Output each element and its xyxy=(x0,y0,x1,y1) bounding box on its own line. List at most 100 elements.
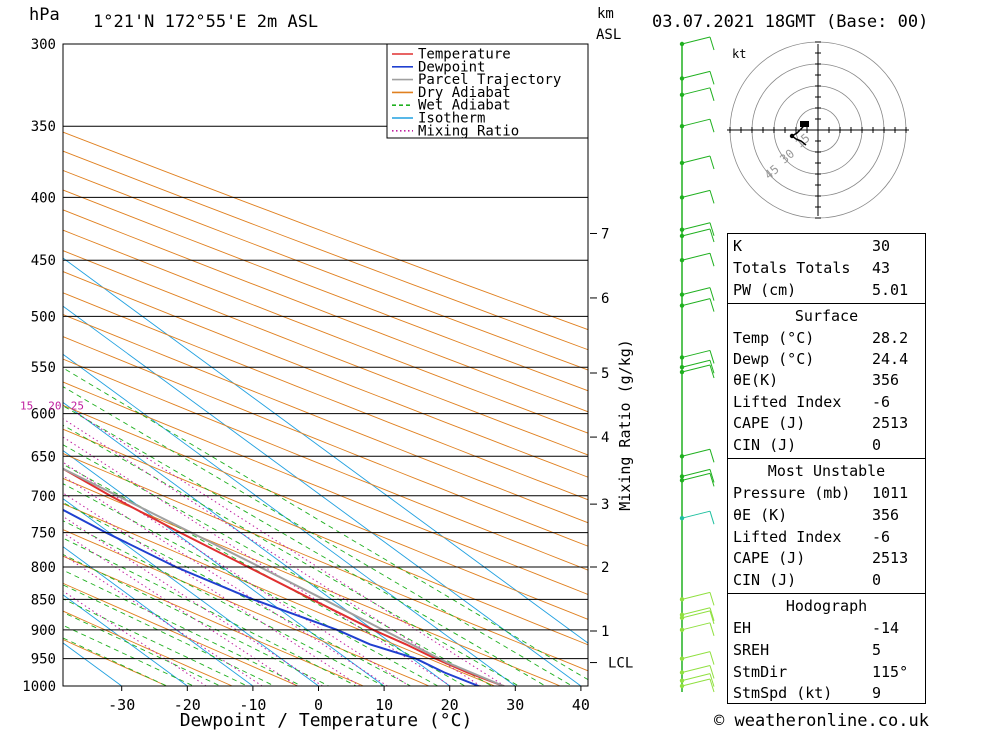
mu-pressure-value: 1011 xyxy=(872,484,909,502)
wind-barb-flag xyxy=(709,350,715,364)
wet-adiabat-line xyxy=(63,520,385,686)
wind-barb-staff xyxy=(681,36,711,45)
dry-adiabat-line xyxy=(63,131,588,331)
km-tick-label: 1 xyxy=(601,624,609,640)
sreh-label: SREH xyxy=(733,641,770,659)
dewpoint-series-line xyxy=(63,508,479,686)
stmdir-label: StmDir xyxy=(733,663,788,681)
stmspd-value: 9 xyxy=(872,684,882,702)
wind-barb-flag xyxy=(709,87,715,101)
km-tick-label: 4 xyxy=(601,430,609,446)
wet-adiabat-line xyxy=(63,598,249,686)
mixing-ratio-label: 15 xyxy=(20,400,33,413)
mu-li-label: Lifted Index xyxy=(733,528,842,546)
km-tick-label: 7 xyxy=(601,226,609,242)
dry-adiabat-line xyxy=(63,428,588,646)
dry-adiabat-line xyxy=(63,150,588,351)
legend-entry: Parcel Trajectory xyxy=(418,72,561,88)
mu-thetae-value: 356 xyxy=(872,506,900,524)
x-tick-label: -20 xyxy=(174,696,201,714)
wet-adiabat-line xyxy=(63,367,588,681)
wind-barb-flag xyxy=(709,511,715,525)
isotherm-line xyxy=(63,353,517,686)
wet-adiabat-line xyxy=(63,483,439,686)
eh-label: EH xyxy=(733,619,752,637)
wind-barb-flag xyxy=(709,253,715,267)
mixing-ratio-line xyxy=(63,492,361,686)
totals-label: Totals Totals xyxy=(733,259,851,277)
surface-thetae-value: 356 xyxy=(872,371,900,389)
surface-dewp-value: 24.4 xyxy=(872,350,909,368)
isotherm-line xyxy=(63,498,320,686)
mu-pressure-label: Pressure (mb) xyxy=(733,484,851,502)
pressure-tick-label: 550 xyxy=(31,360,56,376)
wind-barb-flag xyxy=(709,610,715,624)
pw-value: 5.01 xyxy=(872,281,909,299)
x-tick-label: 10 xyxy=(375,696,393,714)
x-tick-label: -30 xyxy=(108,696,135,714)
eh-value: -14 xyxy=(872,619,900,637)
footer-credit[interactable]: © weatheronline.co.uk xyxy=(714,711,929,731)
x-tick-label: 40 xyxy=(572,696,590,714)
wind-barb-staff xyxy=(681,364,711,373)
stmspd-label: StmSpd (kt) xyxy=(733,684,833,702)
mixing-ratio-line xyxy=(63,461,410,686)
wind-barb-dot xyxy=(679,123,685,129)
wind-barb-flag xyxy=(709,119,715,133)
wind-barb-staff xyxy=(681,607,711,616)
stats-panel: K 30 Totals Totals 43 PW (cm) 5.01 Surface … xyxy=(727,233,926,704)
wind-barb-flag xyxy=(709,469,715,483)
isotherm-line xyxy=(63,594,189,686)
mu-cape-value: 2513 xyxy=(872,549,909,567)
wind-barb-staff xyxy=(681,665,711,673)
dry-adiabat-line xyxy=(63,529,431,686)
surface-temp-value: 28.2 xyxy=(872,329,909,347)
surface-temp-label: Temp (°C) xyxy=(733,329,815,347)
wind-barb-staff xyxy=(681,155,711,164)
dry-adiabat-line xyxy=(63,503,496,686)
wind-barb-flag xyxy=(709,449,715,463)
pressure-tick-label: 750 xyxy=(31,526,56,542)
dry-adiabat-line xyxy=(63,169,588,371)
stats-divider xyxy=(728,593,925,594)
k-index-label: K xyxy=(733,237,743,255)
hodograph-point xyxy=(789,133,795,139)
legend-entry: Temperature xyxy=(418,47,511,63)
stmdir-value: 115° xyxy=(872,663,909,681)
pressure-tick-label: 900 xyxy=(31,623,56,639)
wind-barb-flag xyxy=(709,592,715,606)
mu-title: Most Unstable xyxy=(767,462,886,480)
dry-adiabat-line xyxy=(63,610,234,686)
pressure-tick-label: 650 xyxy=(31,449,56,465)
dry-adiabat-line xyxy=(63,314,588,524)
isotherm-line xyxy=(63,449,385,686)
x-tick-label: 30 xyxy=(506,696,524,714)
wet-adiabat-line xyxy=(63,611,222,686)
wind-barb-flag xyxy=(709,71,715,85)
dry-adiabat-line xyxy=(63,404,588,620)
isotherm-line xyxy=(63,401,451,686)
wet-adiabat-line xyxy=(63,444,493,686)
wind-barb-staff xyxy=(681,189,711,198)
pressure-tick-label: 1000 xyxy=(22,679,56,695)
totals-value: 43 xyxy=(872,259,891,277)
k-index-value: 30 xyxy=(872,237,891,255)
dry-adiabat-line xyxy=(63,582,299,686)
hodograph-storm-marker xyxy=(800,121,809,127)
wind-barb-flag xyxy=(709,622,715,636)
dry-adiabat-line xyxy=(63,381,588,595)
wet-adiabat-line xyxy=(63,637,168,686)
surface-cape-label: CAPE (J) xyxy=(733,414,806,432)
surface-li-label: Lifted Index xyxy=(733,393,842,411)
wind-barb-staff xyxy=(681,448,711,457)
wind-barb-staff xyxy=(681,70,711,79)
surface-dewp-label: Dewp (°C) xyxy=(733,350,815,368)
wind-barb-flag xyxy=(709,222,715,236)
stats-divider xyxy=(728,458,925,459)
mu-li-value: -6 xyxy=(872,528,891,546)
pressure-tick-label: 300 xyxy=(31,37,56,53)
hodograph-ring-label: 45 xyxy=(762,162,782,182)
wind-barb-staff xyxy=(681,359,711,368)
legend-box xyxy=(386,43,589,139)
